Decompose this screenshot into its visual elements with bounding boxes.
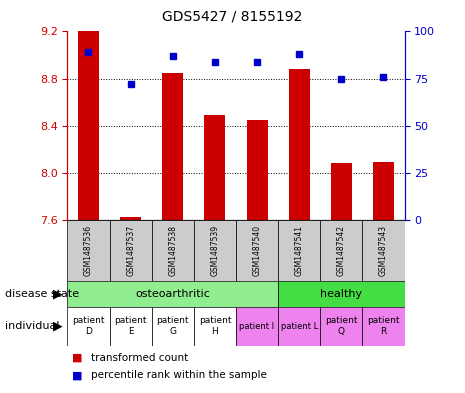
Bar [152, 220, 194, 281]
Text: GSM1487541: GSM1487541 [295, 225, 304, 276]
Text: GSM1487542: GSM1487542 [337, 225, 346, 276]
Text: patient
E: patient E [114, 316, 147, 336]
Bar [236, 307, 278, 346]
Bar [320, 220, 362, 281]
Text: GSM1487536: GSM1487536 [84, 225, 93, 276]
Bar [194, 220, 236, 281]
Text: percentile rank within the sample: percentile rank within the sample [91, 370, 266, 380]
Bar [194, 307, 236, 346]
Text: osteoarthritic: osteoarthritic [135, 289, 210, 299]
Text: ▶: ▶ [53, 320, 63, 333]
Bar [78, 31, 99, 220]
Bar [320, 307, 362, 346]
Bar [246, 120, 267, 220]
Bar [362, 307, 405, 346]
Bar [67, 220, 110, 281]
Text: transformed count: transformed count [91, 353, 188, 363]
Text: GSM1487543: GSM1487543 [379, 225, 388, 276]
Text: patient
H: patient H [199, 316, 231, 336]
Text: GSM1487538: GSM1487538 [168, 225, 177, 276]
Bar [152, 307, 194, 346]
Bar [110, 307, 152, 346]
Text: ■: ■ [72, 370, 83, 380]
Bar [278, 307, 320, 346]
Bar [331, 163, 352, 220]
Text: ■: ■ [72, 353, 83, 363]
Text: GSM1487540: GSM1487540 [252, 225, 261, 276]
Bar [67, 307, 110, 346]
Text: patient L: patient L [280, 322, 318, 331]
Text: individual: individual [5, 321, 59, 331]
Text: patient
D: patient D [72, 316, 105, 336]
Text: patient
Q: patient Q [325, 316, 358, 336]
Text: GDS5427 / 8155192: GDS5427 / 8155192 [162, 9, 303, 24]
Text: healthy: healthy [320, 289, 362, 299]
Text: patient
G: patient G [157, 316, 189, 336]
Text: patient
R: patient R [367, 316, 400, 336]
Bar [373, 162, 394, 220]
Text: ▶: ▶ [53, 287, 63, 300]
Bar [278, 281, 405, 307]
Bar [362, 220, 405, 281]
Bar [278, 220, 320, 281]
Bar [236, 220, 278, 281]
Text: GSM1487539: GSM1487539 [211, 225, 219, 276]
Bar [205, 115, 226, 220]
Bar [289, 69, 310, 220]
Text: GSM1487537: GSM1487537 [126, 225, 135, 276]
Bar [110, 220, 152, 281]
Bar [162, 73, 183, 220]
Text: disease state: disease state [5, 289, 79, 299]
Bar [120, 217, 141, 220]
Bar [67, 281, 278, 307]
Text: patient I: patient I [239, 322, 275, 331]
